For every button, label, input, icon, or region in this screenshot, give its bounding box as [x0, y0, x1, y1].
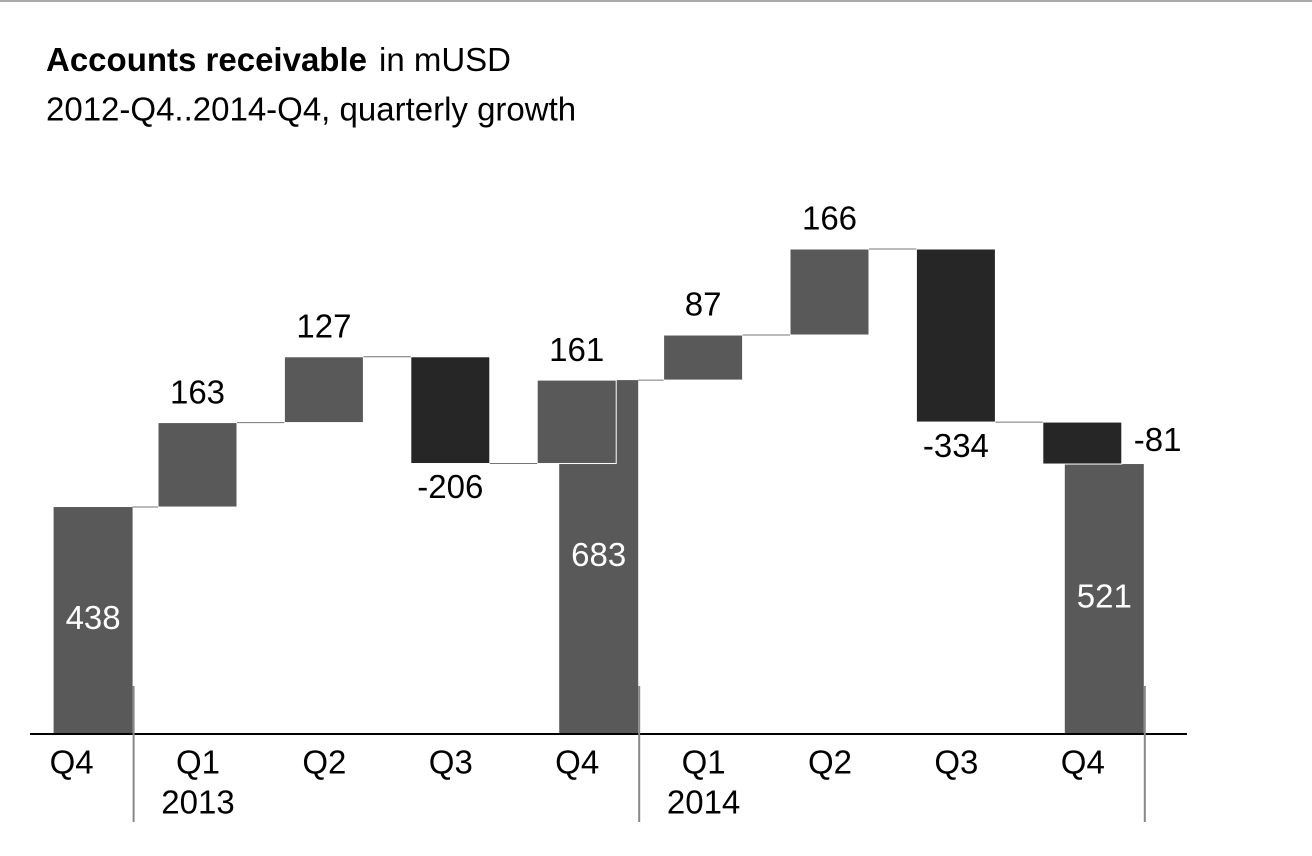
delta-bar — [157, 422, 238, 508]
x-tick-label: Q2 — [808, 744, 852, 781]
chart-subtitle: 2012-Q4..2014-Q4, quarterly growth — [46, 91, 576, 128]
delta-bar — [536, 379, 617, 465]
data-label: 163 — [170, 373, 225, 410]
x-tick-label: Q1 — [176, 744, 220, 781]
x-tick-label: Q3 — [934, 744, 978, 781]
delta-bar — [789, 248, 870, 336]
delta-bar — [1042, 421, 1123, 465]
delta-bar — [410, 356, 491, 465]
x-tick-label: Q4 — [1061, 744, 1105, 781]
x-tick-label: Q1 — [682, 744, 726, 781]
total-bar — [1064, 464, 1144, 734]
chart-title: Accounts receivable in mUSD — [46, 41, 511, 78]
data-label: -81 — [1134, 421, 1182, 458]
data-label: -206 — [417, 468, 483, 505]
delta-bar — [663, 334, 744, 381]
x-tick-label: Q3 — [429, 744, 473, 781]
data-label: 166 — [802, 200, 857, 237]
total-bar — [53, 507, 133, 734]
title-main: Accounts receivable — [46, 41, 367, 78]
title-unit: in mUSD — [379, 41, 511, 78]
data-label: 127 — [296, 307, 351, 344]
year-label: 2013 — [161, 784, 234, 821]
delta-bar — [283, 356, 364, 424]
delta-bar — [915, 248, 996, 423]
x-tick-label: Q4 — [555, 744, 599, 781]
year-label: 2014 — [667, 784, 740, 821]
x-tick-label: Q4 — [50, 744, 94, 781]
data-label: 161 — [549, 331, 604, 368]
total-label: 683 — [571, 536, 626, 573]
data-label: -334 — [923, 427, 989, 464]
total-label: 521 — [1077, 578, 1132, 615]
total-label: 438 — [66, 599, 121, 636]
x-tick-label: Q2 — [302, 744, 346, 781]
data-label: 87 — [685, 286, 722, 323]
